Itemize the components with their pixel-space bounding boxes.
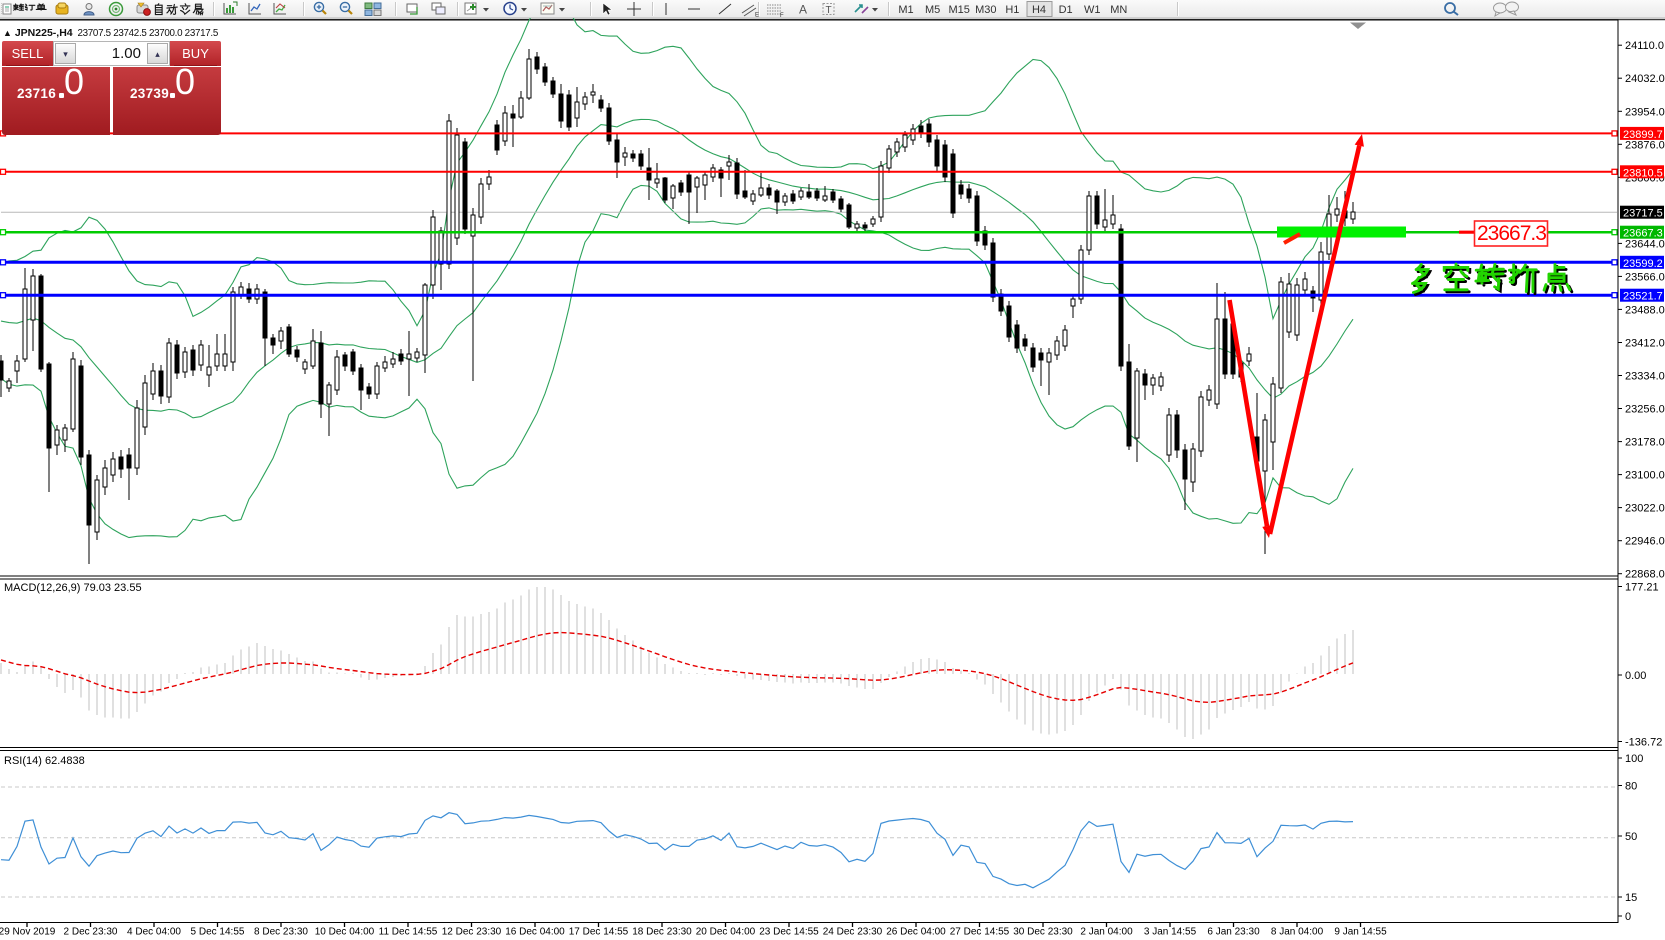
svg-text:26 Dec 04:00: 26 Dec 04:00 bbox=[886, 927, 946, 938]
svg-text:9 Jan 14:55: 9 Jan 14:55 bbox=[1334, 927, 1387, 938]
svg-text:5 Dec 14:55: 5 Dec 14:55 bbox=[191, 927, 245, 938]
svg-text:0: 0 bbox=[1625, 911, 1631, 923]
svg-text:23488.0: 23488.0 bbox=[1625, 304, 1665, 316]
svg-text:30 Dec 23:30: 30 Dec 23:30 bbox=[1013, 927, 1073, 938]
svg-text:23566.0: 23566.0 bbox=[1625, 271, 1665, 283]
svg-text:8 Dec 23:30: 8 Dec 23:30 bbox=[254, 927, 308, 938]
svg-text:23717.5: 23717.5 bbox=[1623, 208, 1663, 220]
svg-text:23100.0: 23100.0 bbox=[1625, 470, 1665, 482]
svg-text:W1: W1 bbox=[1084, 4, 1101, 16]
svg-text:4 Dec 04:00: 4 Dec 04:00 bbox=[127, 927, 181, 938]
svg-text:23178.0: 23178.0 bbox=[1625, 437, 1665, 449]
svg-text:10 Dec 04:00: 10 Dec 04:00 bbox=[315, 927, 375, 938]
svg-text:23256.0: 23256.0 bbox=[1625, 404, 1665, 416]
svg-text:RSI(14) 62.4838: RSI(14) 62.4838 bbox=[4, 755, 85, 767]
svg-text:8 Jan 04:00: 8 Jan 04:00 bbox=[1271, 927, 1324, 938]
svg-text:24 Dec 23:30: 24 Dec 23:30 bbox=[823, 927, 883, 938]
svg-text:23644.0: 23644.0 bbox=[1625, 238, 1665, 250]
svg-text:50: 50 bbox=[1625, 831, 1637, 843]
svg-text:3 Jan 14:55: 3 Jan 14:55 bbox=[1144, 927, 1197, 938]
svg-text:H4: H4 bbox=[1032, 4, 1046, 16]
svg-text:27 Dec 14:55: 27 Dec 14:55 bbox=[950, 927, 1010, 938]
svg-text:0.00: 0.00 bbox=[1625, 670, 1646, 682]
svg-text:100: 100 bbox=[1625, 753, 1643, 765]
svg-text:22868.0: 22868.0 bbox=[1625, 569, 1665, 581]
svg-text:23954.0: 23954.0 bbox=[1625, 106, 1665, 118]
svg-text:23899.7: 23899.7 bbox=[1623, 129, 1663, 141]
svg-text:23810.5: 23810.5 bbox=[1623, 167, 1663, 179]
svg-text:6 Jan 23:30: 6 Jan 23:30 bbox=[1207, 927, 1260, 938]
svg-text:A: A bbox=[799, 3, 807, 17]
svg-text:23599.2: 23599.2 bbox=[1623, 258, 1663, 270]
svg-text:T: T bbox=[826, 5, 832, 16]
svg-text:H1: H1 bbox=[1005, 4, 1019, 16]
svg-text:-136.72: -136.72 bbox=[1625, 737, 1662, 749]
svg-text:2 Jan 04:00: 2 Jan 04:00 bbox=[1080, 927, 1133, 938]
svg-text:18 Dec 23:30: 18 Dec 23:30 bbox=[632, 927, 692, 938]
svg-text:22946.0: 22946.0 bbox=[1625, 536, 1665, 548]
svg-text:23022.0: 23022.0 bbox=[1625, 503, 1665, 515]
svg-text:23 Dec 14:55: 23 Dec 14:55 bbox=[759, 927, 819, 938]
svg-text:MN: MN bbox=[1110, 4, 1127, 16]
svg-text:11 Dec 14:55: 11 Dec 14:55 bbox=[379, 927, 438, 938]
svg-text:M15: M15 bbox=[948, 4, 969, 16]
svg-text:24110.0: 24110.0 bbox=[1625, 40, 1664, 52]
svg-text:17 Dec 14:55: 17 Dec 14:55 bbox=[569, 927, 629, 938]
svg-text:177.21: 177.21 bbox=[1625, 582, 1659, 594]
svg-text:80: 80 bbox=[1625, 781, 1637, 793]
svg-text:E: E bbox=[755, 13, 759, 19]
svg-text:15: 15 bbox=[1625, 892, 1637, 904]
svg-text:2 Dec 23:30: 2 Dec 23:30 bbox=[64, 927, 118, 938]
svg-text:23521.7: 23521.7 bbox=[1623, 291, 1663, 303]
svg-text:29 Nov 2019: 29 Nov 2019 bbox=[0, 927, 56, 938]
svg-text:23876.0: 23876.0 bbox=[1625, 139, 1665, 151]
svg-text:16 Dec 04:00: 16 Dec 04:00 bbox=[505, 927, 565, 938]
svg-text:M30: M30 bbox=[975, 4, 996, 16]
svg-text:23667.3: 23667.3 bbox=[1623, 228, 1663, 240]
svg-text:F: F bbox=[780, 13, 784, 18]
svg-text:24032.0: 24032.0 bbox=[1625, 73, 1665, 85]
svg-text:M1: M1 bbox=[898, 4, 913, 16]
svg-text:MACD(12,26,9) 79.03 23.55: MACD(12,26,9) 79.03 23.55 bbox=[4, 582, 142, 594]
svg-text:23667.3: 23667.3 bbox=[1477, 222, 1546, 245]
svg-text:D1: D1 bbox=[1059, 4, 1073, 16]
svg-text:20 Dec 04:00: 20 Dec 04:00 bbox=[696, 927, 756, 938]
svg-text:12 Dec 23:30: 12 Dec 23:30 bbox=[442, 927, 502, 938]
svg-text:23334.0: 23334.0 bbox=[1625, 371, 1665, 383]
svg-text:M5: M5 bbox=[925, 4, 940, 16]
svg-text:23412.0: 23412.0 bbox=[1625, 338, 1665, 350]
